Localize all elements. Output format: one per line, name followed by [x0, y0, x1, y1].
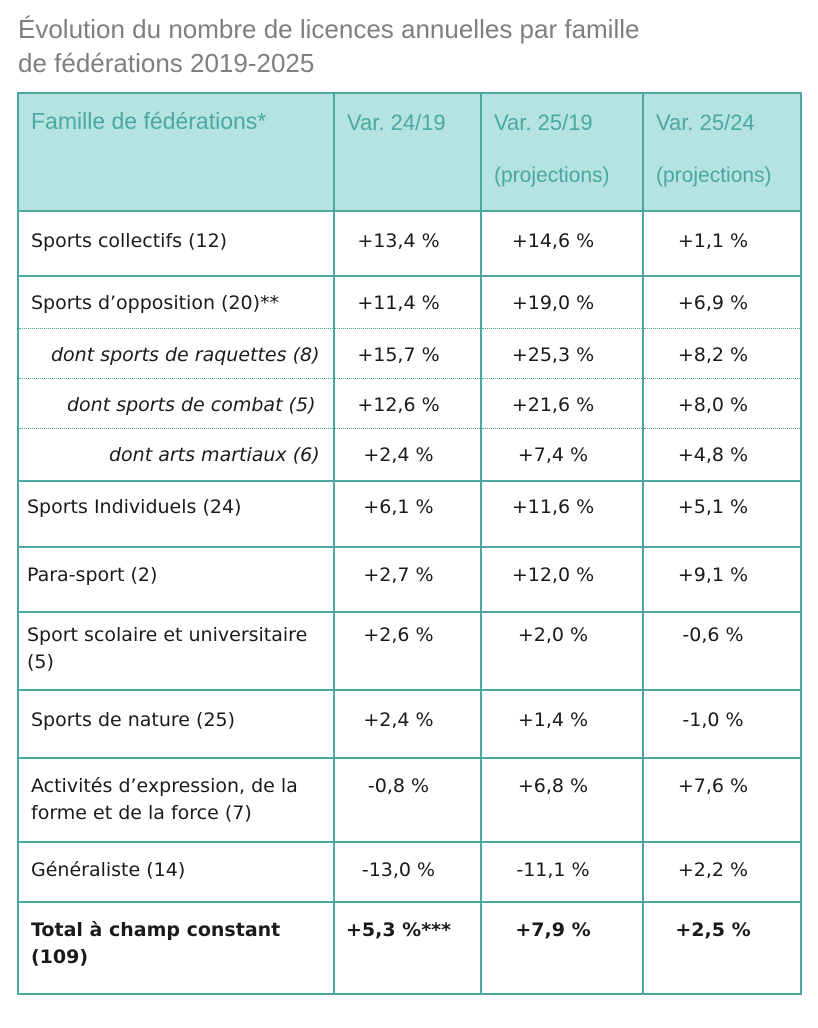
table-row: Para-sport (2) +2,7 % +12,0 % +9,1 %	[17, 546, 802, 613]
cell-var-25-19: +11,6 %	[480, 480, 644, 548]
cell-var-25-19: +6,8 %	[480, 757, 644, 843]
row-label: Généraliste (14)	[17, 841, 335, 903]
cell-var-25-24: +2,2 %	[642, 841, 802, 903]
row-label: Sports Individuels (24)	[17, 480, 335, 548]
header-row: Famille de fédérations* Var. 24/19 Var. …	[17, 92, 802, 212]
cell-var-24-19: -13,0 %	[333, 841, 482, 903]
cell-var-24-19: +2,4 %	[333, 689, 482, 759]
cell-var-25-24: +8,2 %	[642, 327, 802, 379]
cell-var-25-19: +7,4 %	[480, 427, 644, 482]
total-row: Total à champ constant (109) +5,3 %*** +…	[17, 901, 802, 995]
cell-var-25-19: +2,0 %	[480, 611, 644, 691]
cell-var-25-19: +25,3 %	[480, 327, 644, 379]
cell-var-25-24: +9,1 %	[642, 546, 802, 613]
table-row: dont sports de raquettes (8) +15,7 % +25…	[17, 327, 802, 379]
cell-var-25-19: -11,1 %	[480, 841, 644, 903]
cell-var-25-19: +12,0 %	[480, 546, 644, 613]
table-row: Sports de nature (25) +2,4 % +1,4 % -1,0…	[17, 689, 802, 759]
table-row: dont sports de combat (5) +12,6 % +21,6 …	[17, 377, 802, 429]
cell-var-25-24: +4,8 %	[642, 427, 802, 482]
header-var-24-19: Var. 24/19	[333, 92, 482, 212]
cell-var-24-19: +2,7 %	[333, 546, 482, 613]
table-row: Sports Individuels (24) +6,1 % +11,6 % +…	[17, 480, 802, 548]
row-label: Sports d’opposition (20)**	[17, 275, 335, 329]
cell-var-24-19: +15,7 %	[333, 327, 482, 379]
cell-var-24-19: +6,1 %	[333, 480, 482, 548]
licences-table: Famille de fédérations* Var. 24/19 Var. …	[17, 92, 802, 995]
row-label: Sports collectifs (12)	[17, 210, 335, 277]
cell-var-25-19: +14,6 %	[480, 210, 644, 277]
header-var-25-19: Var. 25/19 (projections)	[480, 92, 644, 212]
table-row: Sport scolaire et universitaire (5) +2,6…	[17, 611, 802, 691]
cell-var-25-24: +7,6 %	[642, 757, 802, 843]
header-famille: Famille de fédérations*	[17, 92, 335, 212]
cell-var-25-24: +6,9 %	[642, 275, 802, 329]
header-sub: (projections)	[656, 164, 772, 187]
cell-var-25-19: +7,9 %	[480, 901, 644, 995]
table-title: Évolution du nombre de licences annuelle…	[18, 12, 798, 80]
cell-var-25-24: -1,0 %	[642, 689, 802, 759]
row-label: Sports de nature (25)	[17, 689, 335, 759]
table-row: Sports collectifs (12) +13,4 % +14,6 % +…	[17, 210, 802, 277]
cell-var-25-24: +1,1 %	[642, 210, 802, 277]
row-label: dont sports de raquettes (8)	[17, 327, 335, 379]
cell-var-24-19: -0,8 %	[333, 757, 482, 843]
row-label: dont arts martiaux (6)	[17, 427, 335, 482]
title-line-2: de fédérations 2019-2025	[18, 48, 315, 78]
table-row: Généraliste (14) -13,0 % -11,1 % +2,2 %	[17, 841, 802, 903]
cell-var-24-19: +13,4 %	[333, 210, 482, 277]
header-var-25-24: Var. 25/24 (projections)	[642, 92, 802, 212]
cell-var-24-19: +5,3 %***	[333, 901, 482, 995]
row-label: Para-sport (2)	[17, 546, 335, 613]
cell-var-25-24: +5,1 %	[642, 480, 802, 548]
cell-var-24-19: +2,6 %	[333, 611, 482, 691]
table-row: Sports d’opposition (20)** +11,4 % +19,0…	[17, 275, 802, 329]
table-row: dont arts martiaux (6) +2,4 % +7,4 % +4,…	[17, 427, 802, 482]
cell-var-25-19: +19,0 %	[480, 275, 644, 329]
table-row: Activités d’expression, de la forme et d…	[17, 757, 802, 843]
row-label: Total à champ constant (109)	[17, 901, 335, 995]
cell-var-24-19: +12,6 %	[333, 377, 482, 429]
cell-var-25-24: -0,6 %	[642, 611, 802, 691]
cell-var-25-24: +8,0 %	[642, 377, 802, 429]
row-label: Sport scolaire et universitaire (5)	[17, 611, 335, 691]
row-label: dont sports de combat (5)	[17, 377, 335, 429]
cell-var-25-19: +1,4 %	[480, 689, 644, 759]
cell-var-24-19: +11,4 %	[333, 275, 482, 329]
title-line-1: Évolution du nombre de licences annuelle…	[18, 14, 640, 44]
header-sub: (projections)	[494, 164, 610, 187]
cell-var-24-19: +2,4 %	[333, 427, 482, 482]
cell-var-25-24: +2,5 %	[642, 901, 802, 995]
cell-var-25-19: +21,6 %	[480, 377, 644, 429]
row-label: Activités d’expression, de la forme et d…	[17, 757, 335, 843]
